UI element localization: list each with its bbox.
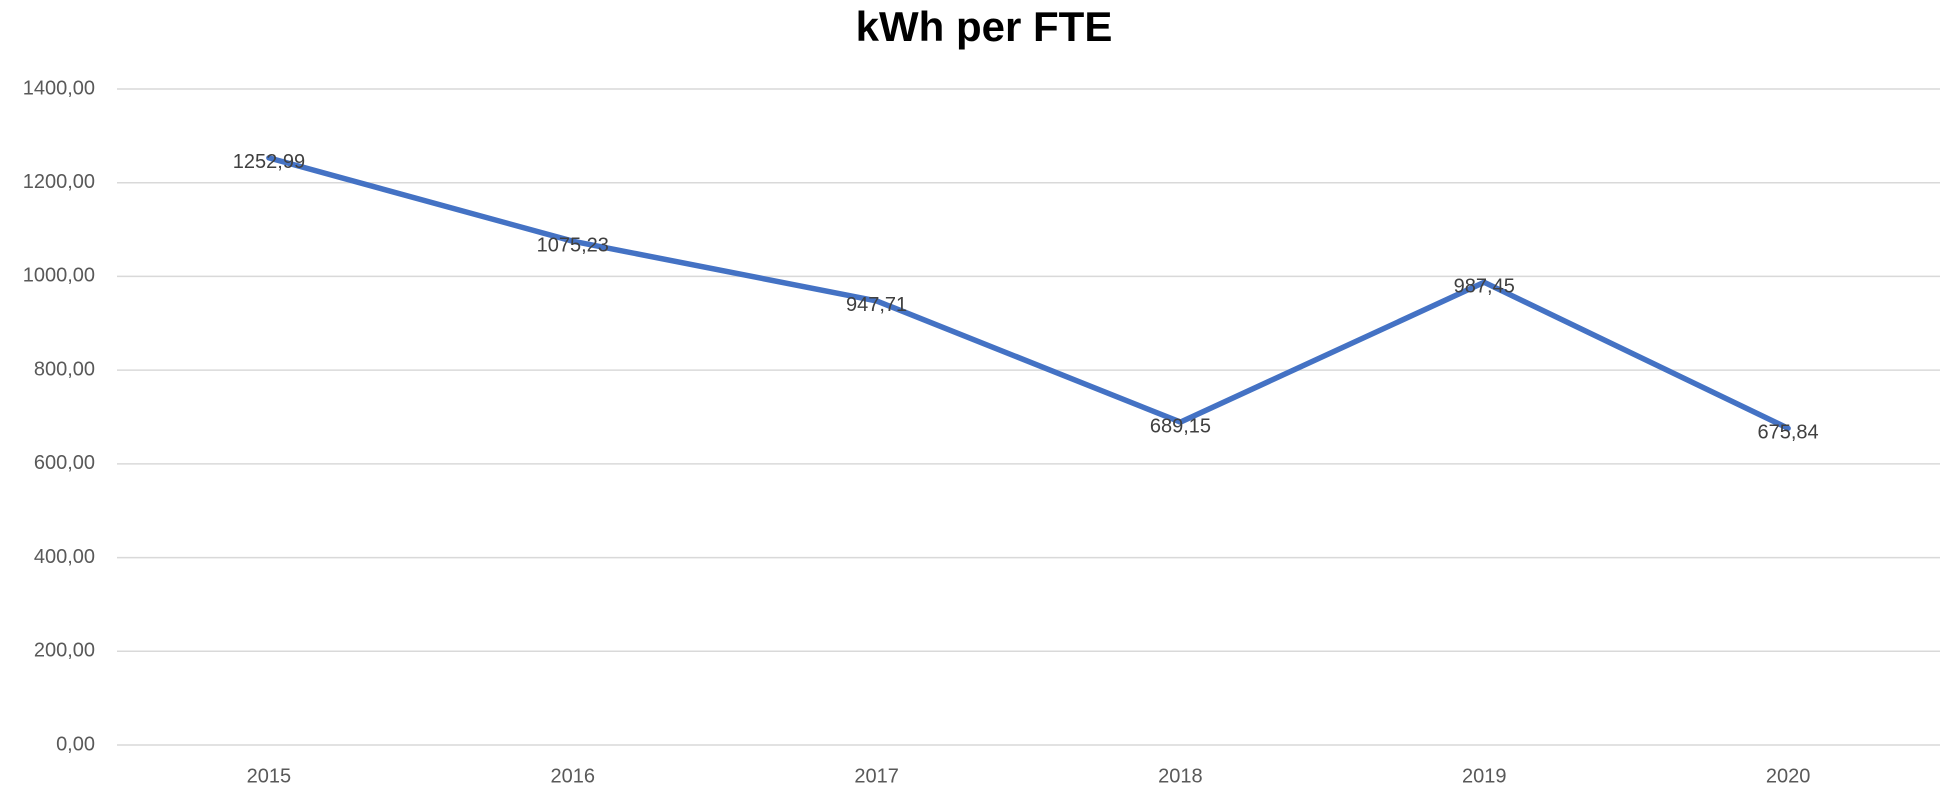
y-tick-label: 1200,00 xyxy=(23,171,95,193)
y-tick-label: 200,00 xyxy=(34,640,95,662)
y-tick-label: 1000,00 xyxy=(23,265,95,287)
x-tick-label: 2019 xyxy=(1462,765,1507,787)
x-tick-label: 2017 xyxy=(854,765,899,787)
x-tick-label: 2020 xyxy=(1766,765,1811,787)
x-tick-label: 2015 xyxy=(247,765,292,787)
x-tick-label: 2016 xyxy=(551,765,596,787)
x-tick-label: 2018 xyxy=(1158,765,1203,787)
data-label: 1075,23 xyxy=(537,234,609,256)
data-label: 987,45 xyxy=(1454,276,1515,298)
y-tick-label: 400,00 xyxy=(34,546,95,568)
line xyxy=(266,155,1791,432)
y-tick-label: 1400,00 xyxy=(23,77,95,99)
chart-title: kWh per FTE xyxy=(856,3,1113,50)
y-tick-label: 0,00 xyxy=(56,733,95,755)
data-label: 689,15 xyxy=(1150,415,1211,437)
y-tick-label: 800,00 xyxy=(34,358,95,380)
data-label: 1252,99 xyxy=(233,151,305,173)
y-tick-label: 600,00 xyxy=(34,452,95,474)
data-label: 675,84 xyxy=(1757,422,1818,444)
data-label: 947,71 xyxy=(846,294,907,316)
